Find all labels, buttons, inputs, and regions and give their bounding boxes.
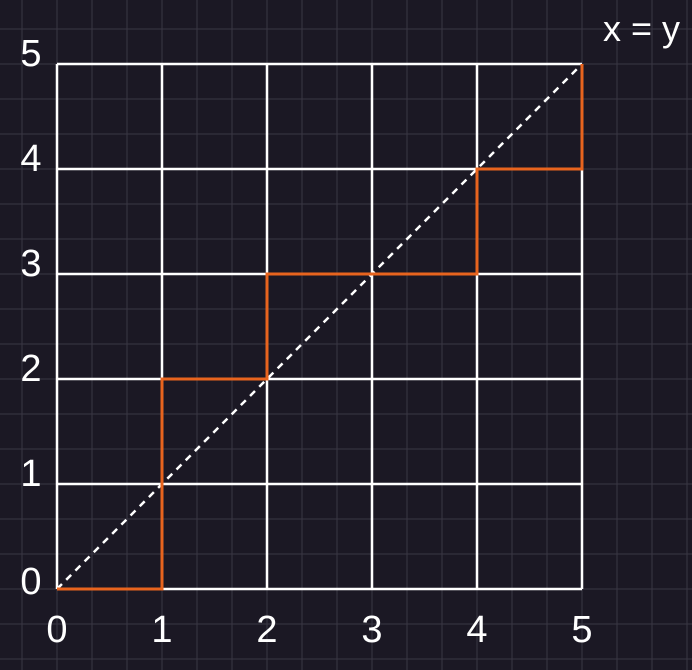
- y-axis-tick-labels: 0 1 2 3 4 5: [20, 33, 41, 603]
- y-tick-label: 3: [20, 243, 41, 285]
- main-grid: [55, 62, 584, 591]
- x-tick-label: 3: [361, 609, 382, 651]
- x-axis-tick-labels: 0 1 2 3 4 5: [46, 609, 592, 651]
- x-tick-label: 4: [466, 609, 487, 651]
- x-tick-label: 0: [46, 609, 67, 651]
- y-tick-label: 4: [20, 138, 41, 180]
- y-tick-label: 5: [20, 33, 41, 75]
- lattice-path: [57, 64, 584, 591]
- y-tick-label: 1: [20, 453, 41, 495]
- diagonal-line-x-equals-y: [56, 63, 583, 590]
- x-tick-label: 2: [256, 609, 277, 651]
- x-tick-label: 1: [151, 609, 172, 651]
- y-tick-label: 2: [20, 348, 41, 390]
- y-tick-label: 0: [20, 561, 41, 603]
- x-tick-label: 5: [571, 609, 592, 651]
- diagonal-label: x = y: [603, 8, 680, 49]
